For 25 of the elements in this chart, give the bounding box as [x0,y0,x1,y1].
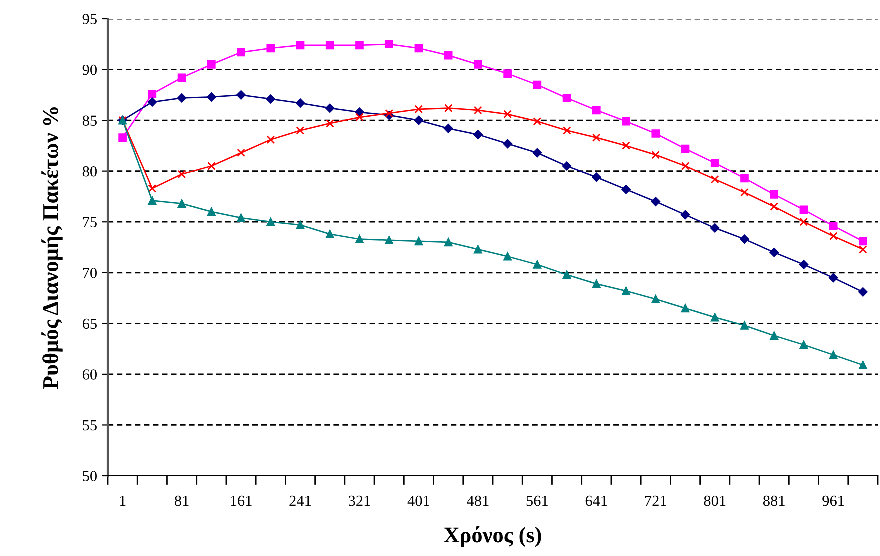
x-tick-label: 401 [408,496,430,506]
x-tick-label: 721 [645,496,666,506]
x-tick-label: 881 [763,496,785,506]
x-tick-label: 321 [349,496,370,506]
x-tick-label: 961 [822,496,844,506]
x-tick-label: 561 [526,496,548,506]
x-tick-label: 161 [231,496,252,506]
y-tick-label: 85 [82,116,97,126]
x-tick-label: 1 [120,496,126,506]
x-tick-label: 481 [467,496,489,506]
y-tick-label: 90 [82,64,97,76]
y-tick-label: 75 [83,217,97,228]
y-tick-label: 65 [82,318,97,330]
x-tick-label: 81 [174,496,189,506]
x-axis-title: Χρόνος (s) [444,526,542,548]
y-tick-label: 95 [82,14,97,24]
x-tick-label: 641 [586,496,608,506]
y-tick-label: 60 [82,370,97,380]
x-tick-label: 801 [704,496,726,506]
y-tick-label: 50 [83,471,97,482]
y-tick-label: 70 [83,268,97,278]
y-tick-label: 55 [83,420,97,431]
x-tick-label: 241 [290,496,312,506]
y-tick-label: 80 [82,166,97,177]
y-axis-title: Ρυθμός Διανομής Πακέτων % [42,107,63,390]
